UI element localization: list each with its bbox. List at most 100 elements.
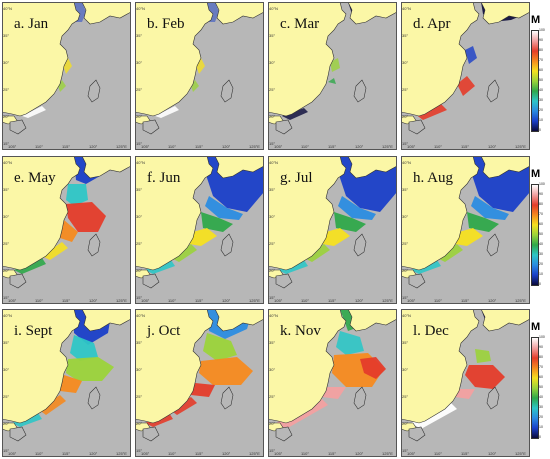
colorbar-tick-label: 80 [539, 202, 543, 206]
lat-tick-label: 35° [269, 187, 276, 192]
land-hainan [142, 426, 160, 442]
map-svg [135, 2, 264, 150]
land-taiwan [87, 233, 101, 257]
lat-tick-label: 40°N [402, 6, 411, 11]
lon-tick-label: 110° [168, 144, 176, 149]
lat-tick-label: 35° [3, 340, 10, 345]
land-korea [214, 2, 264, 25]
lon-tick-label: 115° [461, 144, 469, 149]
value-zone [475, 349, 491, 363]
lon-tick-label: 120° [89, 451, 98, 456]
lon-tick-label: 105° [274, 298, 283, 303]
lat-tick-label: 20° [402, 268, 409, 273]
lat-tick-label: 35° [402, 340, 409, 345]
lat-tick-label: 30° [402, 367, 409, 372]
colorbar-tick-label: 60 [539, 222, 543, 226]
map-svg [2, 2, 131, 150]
lon-tick-label: 115° [195, 144, 203, 149]
lat-tick-label: 20° [3, 114, 10, 119]
lon-tick-label: 115° [328, 144, 336, 149]
lon-tick-label: 105° [8, 144, 17, 149]
lon-tick-label: 105° [8, 451, 17, 456]
lat-tick-label: 20° [3, 268, 10, 273]
lat-tick-label: 15° [136, 295, 143, 300]
value-zone [199, 357, 253, 385]
lon-tick-label: 110° [35, 144, 43, 149]
lon-tick-label: 120° [355, 144, 364, 149]
panel-frame [135, 2, 264, 150]
lat-tick-label: 20° [136, 268, 143, 273]
value-zone [457, 76, 475, 96]
land-taiwan [353, 79, 367, 103]
panel-label: h. Aug [413, 170, 454, 186]
panel-frame [401, 156, 530, 304]
lon-tick-label: 110° [168, 451, 176, 456]
panel-label: f. Jun [147, 170, 181, 186]
lon-tick-label: 105° [274, 451, 283, 456]
lon-tick-label: 125°E [116, 298, 127, 303]
lat-tick-label: 35° [136, 33, 143, 38]
land-korea [81, 309, 131, 332]
lat-tick-label: 30° [269, 367, 276, 372]
panel-frame [268, 2, 397, 150]
panel-frame [2, 2, 131, 150]
land-taiwan [486, 386, 500, 410]
colorbar-strip [531, 30, 539, 132]
land-hainan [9, 273, 27, 289]
lat-tick-label: 35° [402, 187, 409, 192]
land-mainland [2, 309, 81, 424]
lat-tick-label: 25° [3, 394, 10, 399]
lat-tick-label: 25° [3, 241, 10, 246]
lat-tick-label: 20° [402, 421, 409, 426]
lat-tick-label: 40°N [269, 313, 278, 318]
lon-tick-label: 105° [141, 144, 150, 149]
lon-tick-label: 120° [89, 144, 98, 149]
panel-label: b. Feb [147, 16, 185, 32]
value-zone [42, 242, 68, 260]
lon-tick-label: 105° [407, 298, 416, 303]
land-korea [81, 2, 131, 25]
lon-tick-label: 125°E [249, 144, 260, 149]
land-mainland [268, 2, 347, 117]
value-zone [171, 244, 197, 262]
value-zone [22, 106, 46, 118]
value-zone [322, 387, 346, 399]
lat-tick-label: 15° [3, 448, 10, 453]
map-panel: b. Feb 40°N 35° 30° 25° 20° 15° 105° 110° 115° 120… [135, 2, 264, 150]
value-zone [467, 212, 499, 232]
panel-label: d. Apr [413, 16, 451, 32]
lon-tick-label: 115° [62, 144, 70, 149]
lat-tick-label: 15° [402, 448, 409, 453]
lon-tick-label: 120° [488, 451, 497, 456]
lat-tick-label: 25° [402, 241, 409, 246]
lat-tick-label: 40°N [402, 160, 411, 165]
land-korea [347, 309, 397, 332]
lat-tick-label: 40°N [402, 313, 411, 318]
value-zone [60, 375, 82, 393]
land-taiwan [87, 386, 101, 410]
map-panel: c. Mar 40°N 35° 30° 25° 20° 15° 105° 110° 115° 120… [268, 2, 397, 150]
colorbar-tick-label: 100 [539, 335, 545, 339]
lon-tick-label: 125°E [116, 144, 127, 149]
lat-tick-label: 15° [136, 141, 143, 146]
map-svg [2, 309, 131, 457]
map-panel: h. Aug 40°N 35° 30° 25° 20° 15° 105° 110° 115° 120… [401, 156, 530, 304]
colorbar-tick-label: 20 [539, 415, 543, 419]
value-zone [66, 357, 114, 381]
land-mainland [401, 309, 480, 424]
value-zone [437, 244, 463, 262]
land-taiwan [220, 386, 234, 410]
lon-tick-label: 110° [168, 298, 176, 303]
colorbar-tick-label: 50 [539, 232, 543, 236]
value-zone [334, 212, 366, 232]
value-zone [14, 258, 46, 274]
panel-label: k. Nov [280, 323, 321, 339]
lat-tick-label: 25° [269, 87, 276, 92]
lon-tick-label: 125°E [382, 451, 393, 456]
value-zone [360, 357, 386, 379]
value-zone [191, 383, 215, 397]
colorbar-tick-label: 30 [539, 252, 543, 256]
value-zone [282, 108, 308, 120]
lon-tick-label: 105° [141, 298, 150, 303]
panel-label: g. Jul [280, 170, 313, 186]
